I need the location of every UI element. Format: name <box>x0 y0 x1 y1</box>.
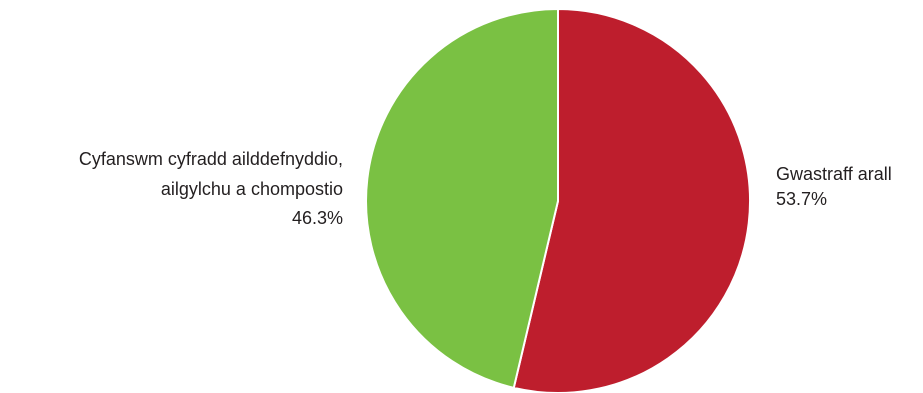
slice-value-cyfanswm: 46.3% <box>292 208 343 228</box>
slice-label-line2-cyfanswm: ailgylchu a chompostio <box>161 179 343 199</box>
pie-slices <box>365 8 751 393</box>
slice-label-right: Gwastraff arall 53.7% <box>776 164 892 209</box>
slice-label-line1-cyfanswm: Cyfanswm cyfradd ailddefnyddio, <box>79 149 343 169</box>
slice-label-left: Cyfanswm cyfradd ailddefnyddio, ailgylch… <box>79 149 343 228</box>
slice-gwastraff-arall <box>512 8 751 393</box>
slice-label-gwastraff-arall: Gwastraff arall <box>776 164 892 184</box>
slice-value-gwastraff-arall: 53.7% <box>776 189 827 209</box>
slice-cyfanswm-ailgylchu <box>365 8 559 389</box>
